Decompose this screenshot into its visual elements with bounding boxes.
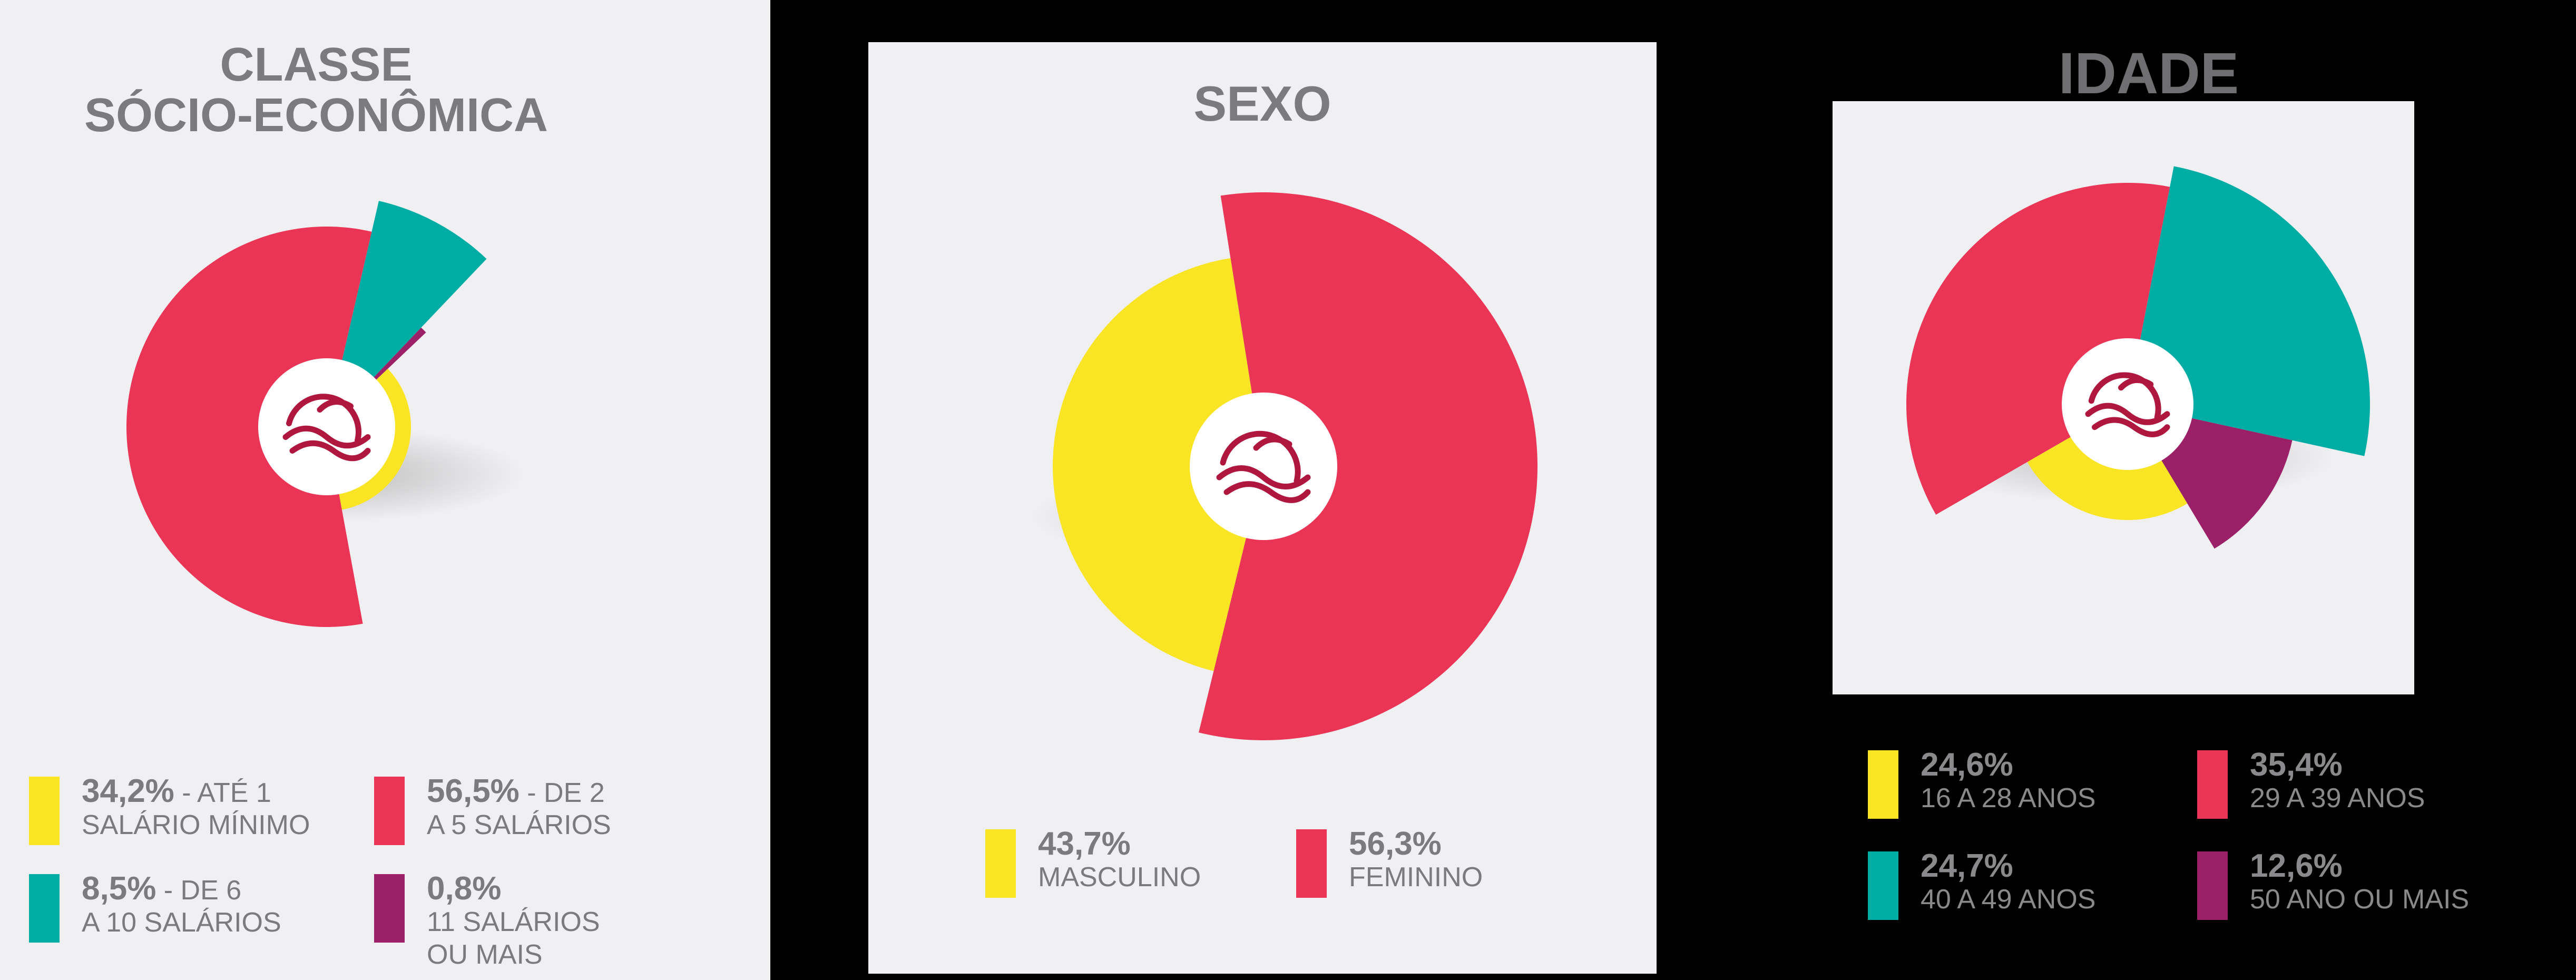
legend-swatch bbox=[2197, 750, 2228, 819]
legend-swatch bbox=[1868, 851, 1898, 920]
sexo-pie-chart bbox=[1031, 192, 1537, 740]
legend-value: 24,7% bbox=[1921, 848, 2013, 884]
legend-text: 24,7% 40 A 49 ANOS bbox=[1921, 849, 2095, 916]
legend-value: 35,4% bbox=[2250, 747, 2343, 783]
legend-text: 43,7% MASCULINO bbox=[1038, 827, 1201, 894]
classe-pie-chart bbox=[126, 201, 524, 627]
idade-pie-chart bbox=[1906, 166, 2370, 549]
legend-text: 56,3% FEMININO bbox=[1349, 827, 1483, 894]
legend-desc: A 10 SALÁRIOS bbox=[82, 907, 281, 938]
logo-badge bbox=[258, 358, 395, 495]
legend-desc: OU MAIS bbox=[427, 939, 543, 970]
legend-swatch bbox=[2197, 851, 2228, 920]
pie-slice-1 bbox=[1906, 183, 2170, 515]
legend-desc: 50 ANO OU MAIS bbox=[2250, 884, 2470, 915]
legend-value: 0,8% bbox=[427, 870, 502, 907]
legend-text: 24,6% 16 A 28 ANOS bbox=[1921, 748, 2095, 815]
legend-value: 8,5% bbox=[82, 870, 156, 907]
logo-icon bbox=[2085, 372, 2170, 437]
legend-value: 56,5% bbox=[427, 773, 520, 809]
classe-title: CLASSE SÓCIO-ECONÔMICA bbox=[0, 40, 632, 141]
pie-slice-1 bbox=[126, 227, 372, 627]
classe-title-line-1: CLASSE bbox=[220, 38, 413, 91]
classe-title-line-2: SÓCIO-ECONÔMICA bbox=[84, 89, 548, 142]
legend-desc: 16 A 28 ANOS bbox=[1921, 783, 2096, 814]
logo-badge bbox=[1190, 393, 1337, 540]
legend-value: 24,6% bbox=[1921, 747, 2013, 783]
legend-swatch bbox=[374, 874, 405, 943]
legend-value: 56,3% bbox=[1349, 826, 1442, 862]
logo-icon bbox=[1216, 430, 1311, 503]
legend-swatch bbox=[29, 777, 60, 845]
pie-slice-0 bbox=[1053, 258, 1263, 671]
legend-text: 34,2% - ATÉ 1 SALÁRIO MÍNIMO bbox=[82, 775, 310, 841]
legend-desc: - DE 6 bbox=[156, 875, 242, 906]
legend-swatch bbox=[1296, 829, 1327, 898]
legend-desc: - ATÉ 1 bbox=[174, 778, 271, 808]
legend-desc: 11 SALÁRIOS bbox=[427, 907, 600, 937]
pie-slice-2 bbox=[327, 201, 487, 427]
sexo-title: SEXO bbox=[1193, 76, 1331, 131]
sexo-panel: SEXO 43,7% MASCULINO 56,3% FEMININO bbox=[868, 42, 1657, 974]
legend-value: 43,7% bbox=[1038, 826, 1131, 862]
legend-desc: MASCULINO bbox=[1038, 862, 1201, 893]
legend-text: 12,6% 50 ANO OU MAIS bbox=[2250, 849, 2469, 916]
legend-desc: 40 A 49 ANOS bbox=[1921, 884, 2096, 915]
legend-value: 12,6% bbox=[2250, 848, 2343, 884]
legend-text: 0,8% 11 SALÁRIOS OU MAIS bbox=[427, 872, 600, 971]
legend-desc: SALÁRIO MÍNIMO bbox=[82, 810, 310, 840]
classe-panel: CLASSE SÓCIO-ECONÔMICA 34,2% - ATÉ 1 SALÁ… bbox=[0, 0, 770, 980]
legend-desc: A 5 SALÁRIOS bbox=[427, 810, 611, 840]
legend-desc: 29 A 39 ANOS bbox=[2250, 783, 2425, 814]
pie-slice-1 bbox=[1199, 192, 1537, 740]
legend-swatch bbox=[985, 829, 1016, 898]
logo-icon bbox=[282, 394, 371, 462]
legend-swatch bbox=[29, 874, 60, 943]
legend-swatch bbox=[374, 777, 405, 845]
legend-swatch bbox=[1868, 750, 1898, 819]
legend-text: 35,4% 29 A 39 ANOS bbox=[2250, 748, 2425, 815]
legend-desc: FEMININO bbox=[1349, 862, 1483, 893]
idade-panel bbox=[1833, 101, 2414, 694]
legend-value: 34,2% bbox=[82, 773, 174, 809]
legend-desc: - DE 2 bbox=[519, 778, 605, 808]
idade-title: IDADE bbox=[2058, 41, 2239, 106]
logo-badge bbox=[2062, 338, 2193, 470]
